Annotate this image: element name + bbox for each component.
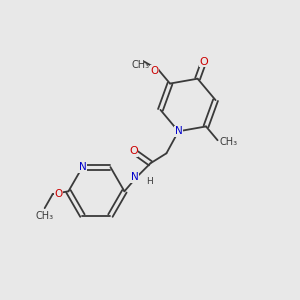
Text: N: N — [175, 126, 182, 136]
Text: CH₃: CH₃ — [131, 60, 149, 70]
Text: O: O — [55, 189, 63, 199]
Text: H: H — [146, 177, 153, 186]
Text: CH₃: CH₃ — [220, 137, 238, 147]
Text: O: O — [129, 146, 138, 156]
Text: CH₃: CH₃ — [36, 211, 54, 221]
Text: O: O — [150, 66, 158, 76]
Text: N: N — [79, 162, 86, 172]
Text: O: O — [200, 57, 208, 67]
Text: N: N — [131, 172, 138, 182]
